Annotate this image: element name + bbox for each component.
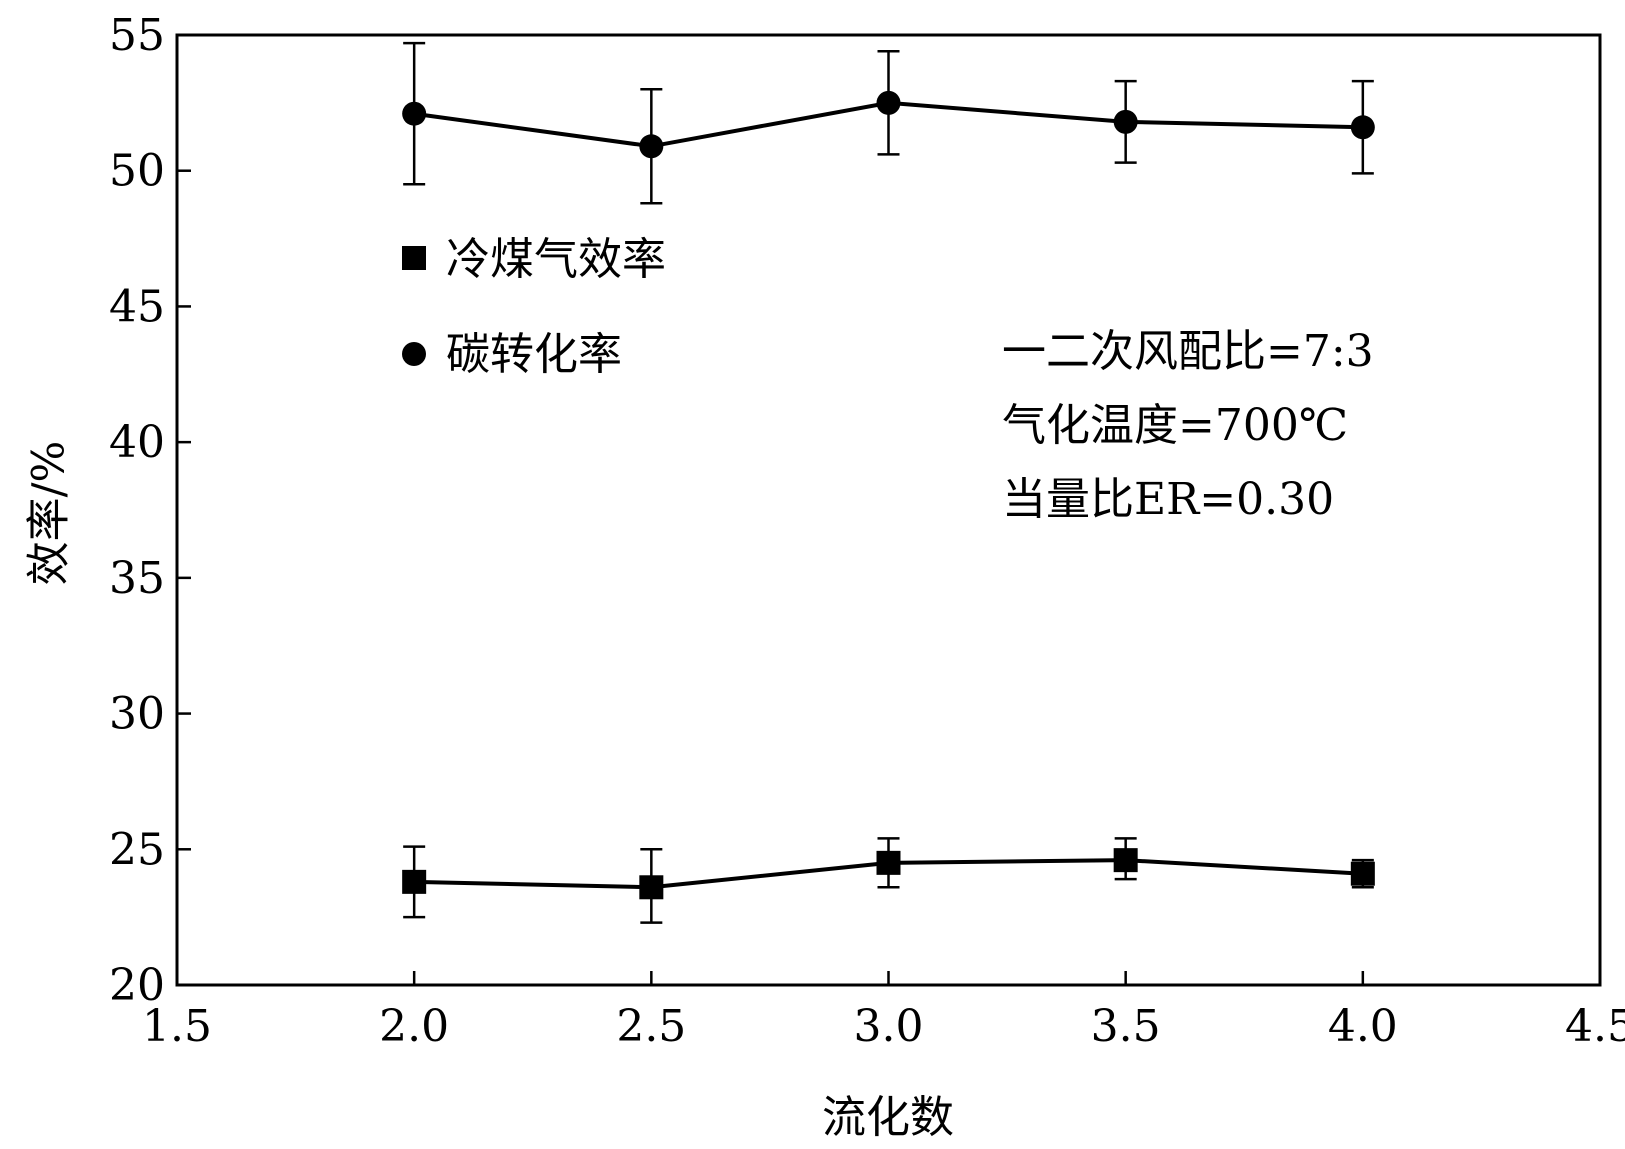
series-layer	[402, 41, 1375, 924]
legend-circle-marker	[402, 342, 426, 366]
x-tick-label: 2.5	[616, 1001, 686, 1052]
data-point-square	[1350, 861, 1375, 886]
x-tick-label: 1.5	[142, 1001, 212, 1052]
annotation-box: 一二次风配比=7:3 气化温度=700℃ 当量比ER=0.30	[1002, 326, 1374, 525]
data-point-circle	[1350, 115, 1375, 140]
y-tick-label: 25	[109, 824, 165, 875]
x-tick-label: 4.5	[1565, 1001, 1625, 1052]
y-tick-label: 55	[109, 10, 165, 61]
annotation-equivalence-ratio: 当量比ER=0.30	[1002, 474, 1334, 525]
y-tick-label: 30	[109, 689, 165, 740]
y-tick-label: 40	[109, 417, 165, 468]
legend-label-carbon-conversion: 碳转化率	[446, 329, 622, 380]
y-tick-label: 20	[109, 960, 165, 1011]
y-tick-label: 35	[109, 553, 165, 604]
x-tick-label: 4.0	[1328, 1001, 1398, 1052]
legend-square-marker	[402, 246, 426, 270]
series-circle	[402, 41, 1375, 205]
series-square	[402, 837, 1375, 924]
y-axis-label: 效率/%	[24, 441, 75, 586]
data-point-circle	[876, 90, 901, 115]
data-point-circle	[639, 134, 664, 159]
annotation-gasification-temp: 气化温度=700℃	[1002, 400, 1348, 451]
y-tick-label: 45	[109, 281, 165, 332]
data-point-square	[1113, 848, 1138, 873]
x-tick-label: 3.5	[1091, 1001, 1161, 1052]
x-tick-label: 3.0	[854, 1001, 924, 1052]
legend-label-cold-gas-efficiency: 冷煤气效率	[446, 234, 666, 285]
data-point-square	[639, 875, 664, 900]
data-point-circle	[402, 101, 427, 126]
x-tick-label: 2.0	[379, 1001, 449, 1052]
x-axis-label: 流化数	[822, 1092, 954, 1143]
annotation-air-ratio: 一二次风配比=7:3	[1002, 326, 1374, 377]
axis-ticks: 1.5 2.0 2.5 3.0 3.5 4.0 4.5 20 25 30 35 40 45 50 55	[109, 10, 1625, 1052]
data-point-circle	[1113, 109, 1138, 134]
data-point-square	[402, 869, 427, 894]
y-tick-label: 50	[109, 146, 165, 197]
legend: 冷煤气效率 碳转化率	[402, 234, 666, 380]
data-point-square	[876, 850, 901, 875]
